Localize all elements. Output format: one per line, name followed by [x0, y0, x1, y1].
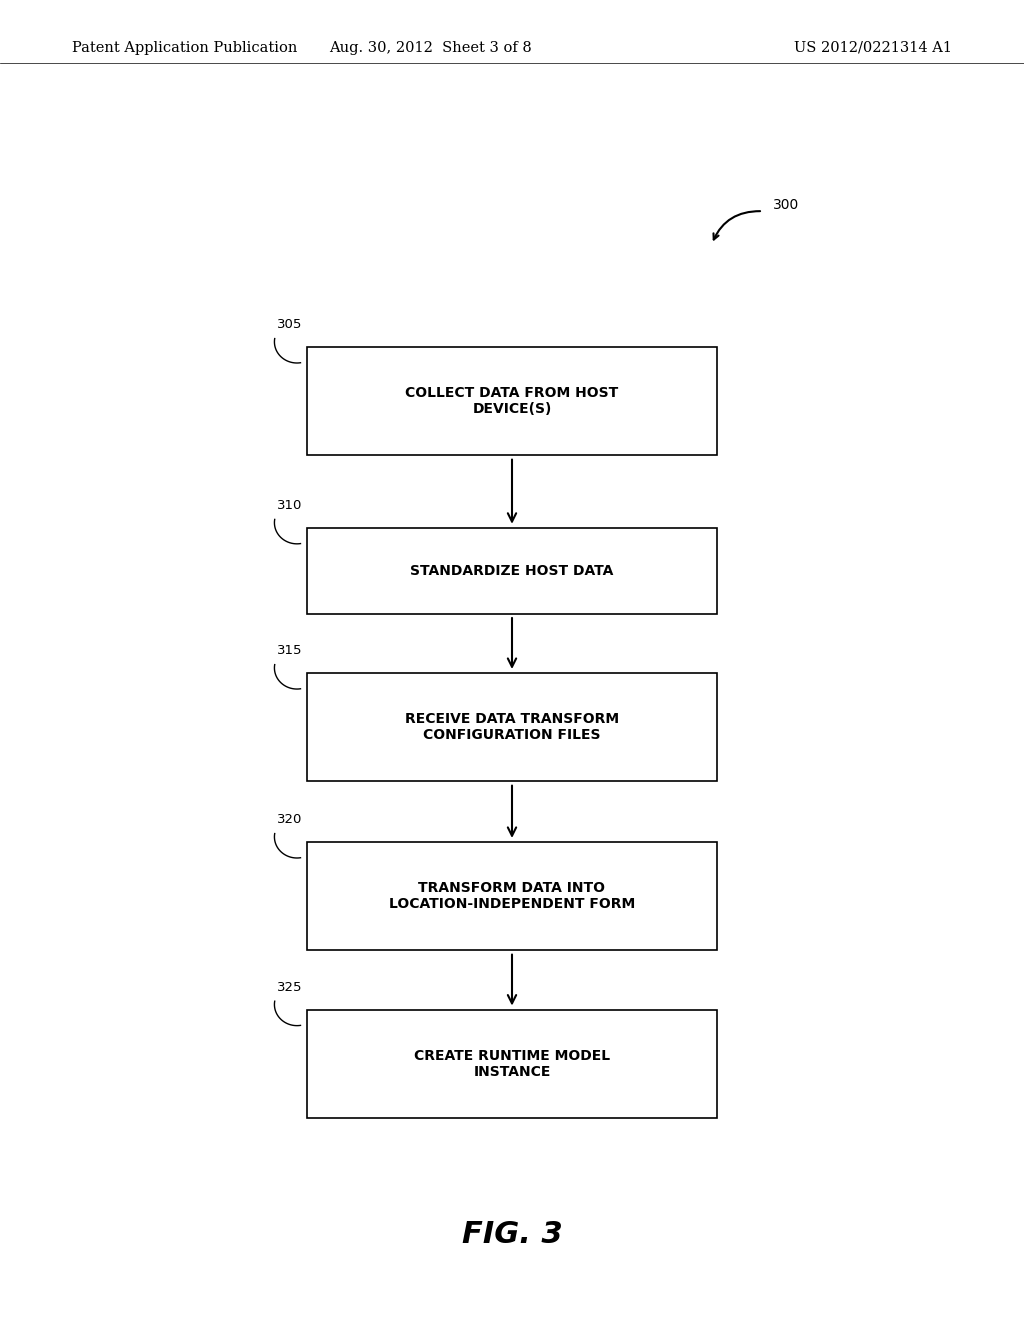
FancyBboxPatch shape — [307, 347, 717, 455]
FancyBboxPatch shape — [307, 842, 717, 950]
Text: 300: 300 — [773, 198, 800, 211]
Text: COLLECT DATA FROM HOST
DEVICE(S): COLLECT DATA FROM HOST DEVICE(S) — [406, 387, 618, 416]
Text: CREATE RUNTIME MODEL
INSTANCE: CREATE RUNTIME MODEL INSTANCE — [414, 1049, 610, 1078]
Text: US 2012/0221314 A1: US 2012/0221314 A1 — [795, 41, 952, 54]
Text: 320: 320 — [276, 813, 302, 826]
Text: Patent Application Publication: Patent Application Publication — [72, 41, 297, 54]
FancyBboxPatch shape — [307, 673, 717, 781]
FancyBboxPatch shape — [307, 1010, 717, 1118]
Text: RECEIVE DATA TRANSFORM
CONFIGURATION FILES: RECEIVE DATA TRANSFORM CONFIGURATION FIL… — [404, 713, 620, 742]
Text: 315: 315 — [276, 644, 302, 657]
Text: 305: 305 — [276, 318, 302, 331]
Text: 310: 310 — [276, 499, 302, 512]
Text: TRANSFORM DATA INTO
LOCATION-INDEPENDENT FORM: TRANSFORM DATA INTO LOCATION-INDEPENDENT… — [389, 882, 635, 911]
FancyBboxPatch shape — [307, 528, 717, 614]
Text: FIG. 3: FIG. 3 — [462, 1220, 562, 1249]
Text: 325: 325 — [276, 981, 302, 994]
Text: Aug. 30, 2012  Sheet 3 of 8: Aug. 30, 2012 Sheet 3 of 8 — [329, 41, 531, 54]
Text: STANDARDIZE HOST DATA: STANDARDIZE HOST DATA — [411, 564, 613, 578]
